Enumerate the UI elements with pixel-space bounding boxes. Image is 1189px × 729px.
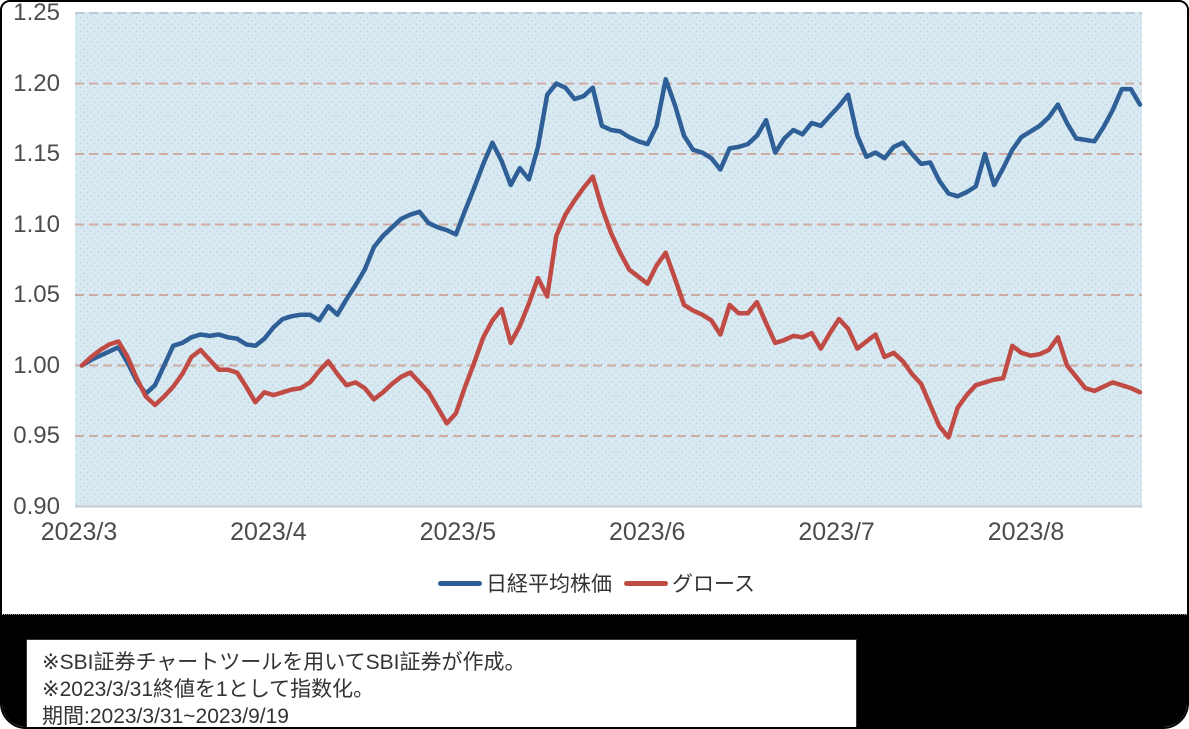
y-axis-tick-label: 1.15 (13, 140, 60, 167)
legend-label-nikkei: 日経平均株価 (486, 573, 613, 596)
y-axis-tick-label: 1.10 (13, 210, 60, 238)
plot-background (75, 12, 1142, 507)
x-axis-tick-label: 2023/6 (608, 518, 686, 546)
footer-note-line2: ※2023/3/31終値を1として指数化。 (42, 678, 375, 701)
legend-item-nikkei: 日経平均株価 (438, 568, 612, 598)
nikkei-line (79, 77, 1143, 396)
x-axis-labels: 2023/3 2023/4 2023/5 2023/6 2023/7 2023/8 (2, 518, 1187, 552)
legend-item-growth: グロース (624, 568, 755, 598)
x-axis-tick-label: 2023/3 (40, 518, 118, 546)
x-axis-tick-label: 2023/5 (419, 518, 497, 546)
x-axis-tick-label: 2023/7 (798, 518, 875, 546)
y-axis-tick-label: 0.95 (13, 422, 60, 449)
growth-line (79, 174, 1143, 440)
y-axis-labels: 1.25 1.20 1.15 1.10 1.05 1.00 0.95 0.90 (2, 2, 60, 522)
chart-svg (75, 12, 1143, 508)
footer-note-line1: ※SBI証券チャートツールを用いてSBI証券が作成。 (42, 651, 526, 674)
y-axis-tick-label: 1.05 (13, 281, 60, 308)
y-axis-tick-label: 0.90 (13, 492, 60, 520)
legend-swatch-nikkei (438, 580, 483, 586)
y-axis-tick-label: 1.25 (13, 0, 60, 26)
footer-band: ※SBI証券チャートツールを用いてSBI証券が作成。 ※2023/3/31終値を… (2, 614, 1187, 727)
y-axis-tick-label: 1.00 (13, 351, 60, 379)
legend-label-growth: グロース (672, 573, 755, 596)
y-axis-tick-label: 1.20 (13, 69, 60, 97)
x-axis-tick-label: 2023/4 (230, 518, 307, 546)
legend-swatch-growth (624, 580, 669, 586)
footer-notes-box: ※SBI証券チャートツールを用いてSBI証券が作成。 ※2023/3/31終値を… (26, 639, 857, 728)
x-axis-tick-label: 2023/8 (987, 518, 1065, 546)
footer-note-line3: 期間:2023/3/31~2023/9/19 (42, 705, 289, 728)
chart-area: 1.25 1.20 1.15 1.10 1.05 1.00 0.95 0.90 2023/3 2… (2, 2, 1187, 614)
legend: 日経平均株価 グロース (2, 568, 1187, 598)
